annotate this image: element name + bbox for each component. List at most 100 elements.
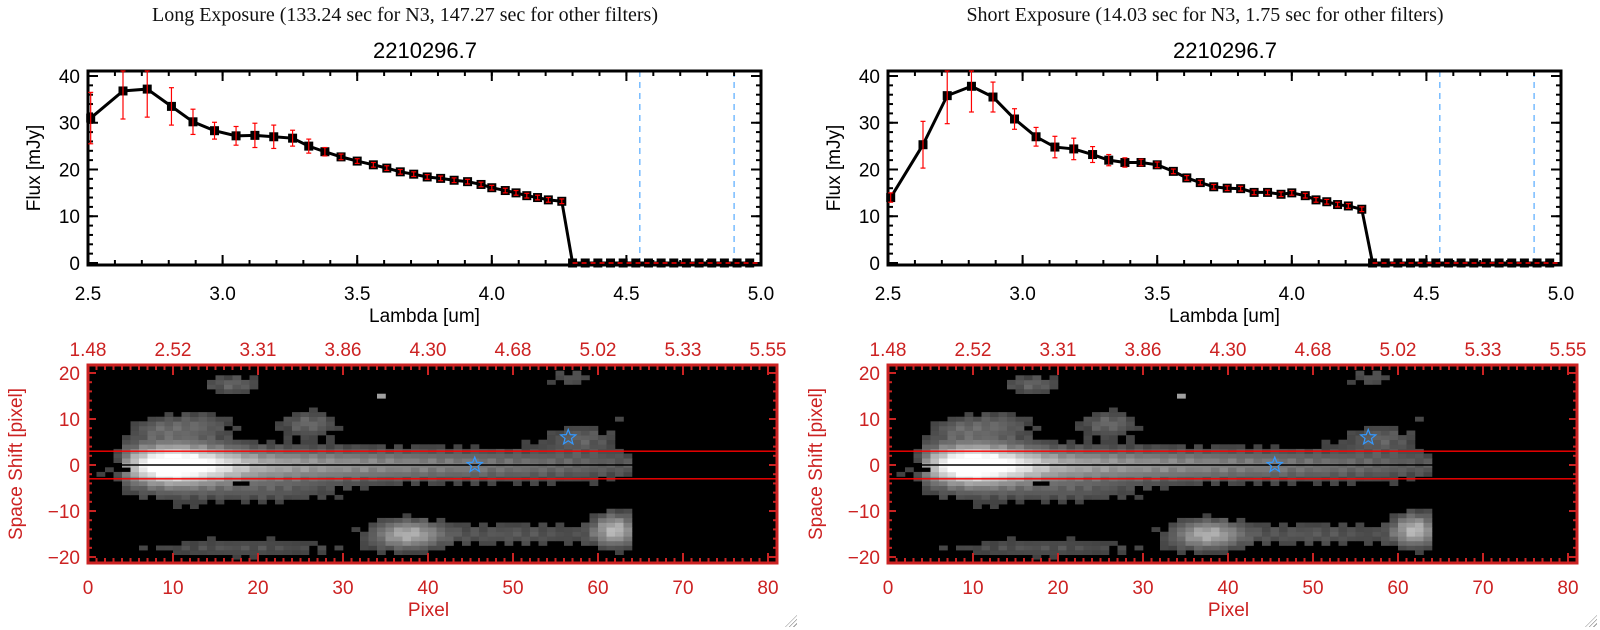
heatmap-cell [896,471,906,477]
heatmap-cell [1117,490,1127,496]
heatmap-cell [113,471,123,477]
heatmap-cell [972,481,982,487]
heatmap-cell [155,471,165,477]
heatmap-cell [1244,527,1254,533]
heatmap-cell [1040,499,1050,505]
heatmap-cell [1134,453,1144,459]
heatmap-cell [1066,467,1076,473]
heatmap-cell [164,435,174,441]
heatmap-cell [206,490,216,496]
heatmap-cell [181,444,191,450]
heatmap-cell [1389,458,1399,464]
heatmap-cell [1083,435,1093,441]
heatmap-cell [240,389,250,395]
heatmap-cell [436,545,446,551]
heatmap-cell [181,494,191,500]
heatmap-cell [972,435,982,441]
heatmap-cell [1125,435,1135,441]
heatmap-cell [989,416,999,422]
heatmap-cell [521,536,531,542]
heatmap-cell [1253,453,1263,459]
y-axis-label: Flux [mJy] [24,125,45,212]
heatmap-cell [1168,471,1178,477]
x-axis-label: Lambda [um] [1169,306,1280,327]
y-tick-label: −20 [848,548,880,569]
heatmap-cell [291,485,301,491]
heatmap-cell [572,458,582,464]
heatmap-cell [1261,471,1271,477]
heatmap-cell [589,453,599,459]
heatmap-cell [1210,444,1220,450]
heatmap-cell [1397,540,1407,546]
heatmap-cell [1202,517,1212,523]
plot-frame [86,363,779,565]
heatmap-cell [981,540,991,546]
heatmap-cell [121,435,131,441]
heatmap-cell [972,494,982,500]
heatmap-cell [164,545,174,551]
heatmap-cell [1066,545,1076,551]
heatmap-cell [1253,471,1263,477]
heatmap-cell [1389,471,1399,477]
heatmap-cell [1414,467,1424,473]
heatmap-cell [1091,494,1101,500]
heatmap-cell [1134,545,1144,551]
heatmap-cell [436,517,446,523]
heatmap-cell [989,490,999,496]
heatmap-cell [1074,421,1084,427]
heatmap-cell [342,458,352,464]
heatmap-cell [1346,536,1356,542]
heatmap-cell [1185,467,1195,473]
heatmap-cell [964,439,974,445]
heatmap-cell [1074,481,1084,487]
heatmap-cell [189,481,199,487]
heatmap-cell [1193,527,1203,533]
heatmap-cell [385,458,395,464]
heatmap-cell [964,494,974,500]
heatmap-cell [393,545,403,551]
heatmap-cell [419,545,429,551]
heatmap-cell [998,444,1008,450]
heatmap-cell [164,458,174,464]
heatmap-cell [274,485,284,491]
heatmap-cell [1023,375,1033,381]
heatmap-cell [614,453,624,459]
heatmap-cell [1389,430,1399,436]
plot-frame [886,69,1563,267]
heatmap-cell [1091,545,1101,551]
heatmap-cell [538,531,548,537]
heatmap-cell [1015,375,1025,381]
heatmap-cell [325,467,335,473]
heatmap-cell [1168,481,1178,487]
heatmap-cell [1100,471,1110,477]
heatmap-cell [964,421,974,427]
heatmap-cell [1355,453,1365,459]
heatmap-cell [623,467,633,473]
heatmap-cell [572,375,582,381]
heatmap-cell [989,458,999,464]
heatmap-cell [470,527,480,533]
heatmap-cell [291,481,301,487]
heatmap-cell [1346,453,1356,459]
heatmap-cell [1074,471,1084,477]
heatmap-cell [385,471,395,477]
heatmap-cell [266,467,276,473]
data-point [1481,258,1491,268]
heatmap-cell [1142,467,1152,473]
heatmap-cell [274,425,284,431]
heatmap-cell [223,467,233,473]
heatmap-cell [972,458,982,464]
heatmap-cell [921,490,931,496]
heatmap-cell [342,471,352,477]
heatmap-cell [410,458,420,464]
heatmap-cell [981,550,991,556]
star-marker-icon [465,455,484,473]
top-x-tick-label: 4.30 [1210,340,1247,361]
heatmap-cell [1423,513,1433,519]
top-x-tick-label: 4.68 [1295,340,1332,361]
heatmap-cell [972,485,982,491]
heatmap-cell [266,444,276,450]
heatmap-cell [1312,522,1322,528]
heatmap-cell [1151,467,1161,473]
heatmap-cell [563,527,573,533]
